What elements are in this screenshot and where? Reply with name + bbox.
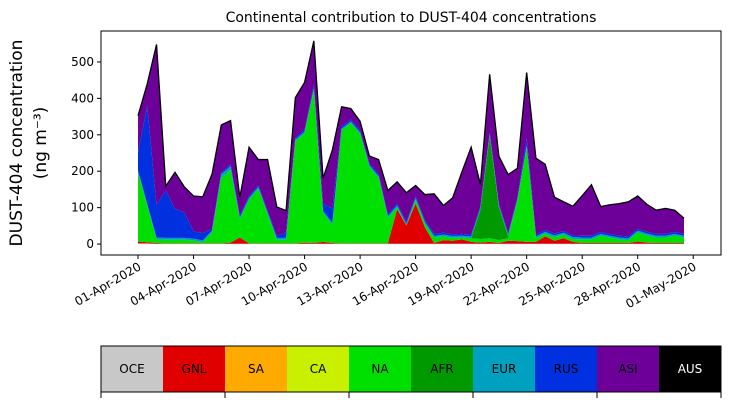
- legend-label-sa: SA: [248, 362, 265, 376]
- x-axis: 01-Apr-202004-Apr-202007-Apr-202010-Apr-…: [72, 255, 699, 311]
- legend-label-ca: CA: [310, 362, 327, 376]
- legend-swatch-afr: [411, 346, 473, 392]
- legend-frame: [100, 345, 722, 393]
- legend-label-oce: OCE: [119, 362, 144, 376]
- legend-swatch-sa: [225, 346, 287, 392]
- legend-swatch-ca: [287, 346, 349, 392]
- y-tick-label: 300: [71, 128, 94, 142]
- legend-label-aus: AUS: [678, 362, 703, 376]
- legend-swatch-aus: [659, 346, 721, 392]
- y-axis-label-line1: DUST-404 concentration: [7, 40, 27, 247]
- area-eur: [138, 88, 684, 243]
- total-outline: [137, 40, 685, 219]
- legend-label-eur: EUR: [492, 362, 517, 376]
- chart-title: Continental contribution to DUST-404 con…: [226, 10, 597, 26]
- area-rus: [138, 84, 684, 241]
- legend-swatch-oce: [101, 346, 163, 392]
- legend-swatch-rus: [535, 346, 597, 392]
- legend-swatch-asi: [597, 346, 659, 392]
- legend-swatch-eur: [473, 346, 535, 392]
- y-tick-label: 500: [71, 55, 94, 69]
- area-gnl: [138, 203, 684, 244]
- y-tick-label: 400: [71, 91, 94, 105]
- legend-label-rus: RUS: [554, 362, 579, 376]
- y-axis: 0 100 200 300 400 500: [71, 55, 101, 251]
- legend-label-asi: ASI: [618, 362, 637, 376]
- legend-swatch-na: [349, 346, 411, 392]
- stacked-areas: [137, 40, 685, 245]
- y-axis-label: DUST-404 concentration (ng m⁻³): [7, 40, 51, 247]
- y-tick-label: 100: [71, 201, 94, 215]
- y-tick-label: 0: [86, 237, 94, 251]
- legend-label-afr: AFR: [430, 362, 453, 376]
- legend-label-na: NA: [371, 362, 389, 376]
- plot-frame: [100, 30, 722, 256]
- y-axis-label-line2: (ng m⁻³): [31, 107, 51, 180]
- legend: OCE GNL SA CA NA AFR EUR RUS ASI AUS: [100, 345, 722, 398]
- legend-label-gnl: GNL: [182, 362, 207, 376]
- area-asi: [138, 40, 684, 237]
- y-tick-label: 200: [71, 164, 94, 178]
- legend-swatch-gnl: [163, 346, 225, 392]
